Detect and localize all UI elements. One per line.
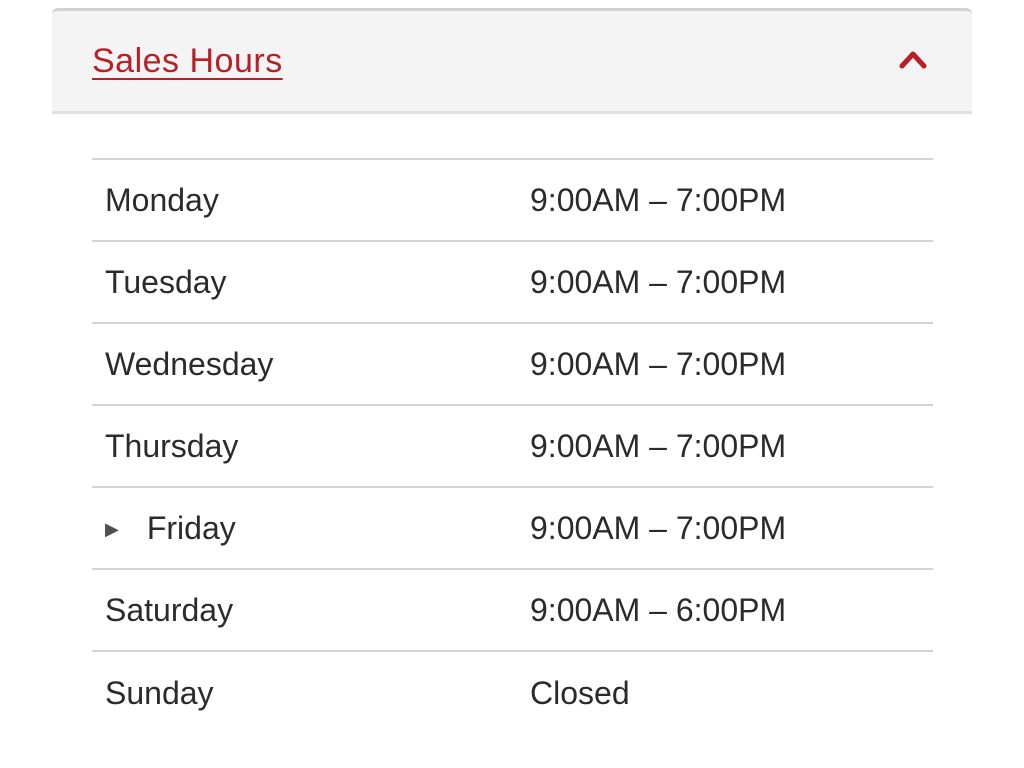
sales-hours-link[interactable]: Sales Hours — [92, 41, 283, 80]
hours-value: 9:00AM – 7:00PM — [530, 345, 787, 382]
hours-value: 9:00AM – 7:00PM — [530, 181, 787, 218]
hours-value: 9:00AM – 7:00PM — [530, 509, 787, 546]
day-label: Monday — [105, 181, 219, 218]
day-label: Wednesday — [105, 345, 274, 382]
hours-row-thursday: Thursday 9:00AM – 7:00PM — [92, 406, 933, 488]
hours-table: Monday 9:00AM – 7:00PM Tuesday 9:00AM – … — [92, 158, 933, 734]
day-label: Tuesday — [105, 263, 227, 300]
collapse-section-button[interactable] — [896, 48, 930, 74]
hours-value: Closed — [530, 674, 630, 711]
day-label: Friday — [146, 509, 236, 546]
sales-hours-accordion-header[interactable]: Sales Hours — [52, 8, 972, 114]
hours-row-sunday: Sunday Closed — [92, 652, 933, 734]
hours-row-wednesday: Wednesday 9:00AM – 7:00PM — [92, 324, 933, 406]
day-label: Thursday — [105, 427, 239, 464]
hours-value: 9:00AM – 7:00PM — [530, 427, 787, 464]
hours-row-tuesday: Tuesday 9:00AM – 7:00PM — [92, 242, 933, 324]
hours-row-monday: Monday 9:00AM – 7:00PM — [92, 160, 933, 242]
hours-row-saturday: Saturday 9:00AM – 6:00PM — [92, 570, 933, 652]
day-label: Saturday — [105, 591, 234, 628]
chevron-up-icon — [896, 48, 930, 75]
hours-value: 9:00AM – 6:00PM — [530, 591, 787, 628]
day-label: Sunday — [105, 674, 214, 711]
hours-row-friday: ▶ Friday 9:00AM – 7:00PM — [92, 488, 933, 570]
hours-value: 9:00AM – 7:00PM — [530, 263, 787, 300]
today-marker-icon: ▶ — [105, 519, 119, 539]
